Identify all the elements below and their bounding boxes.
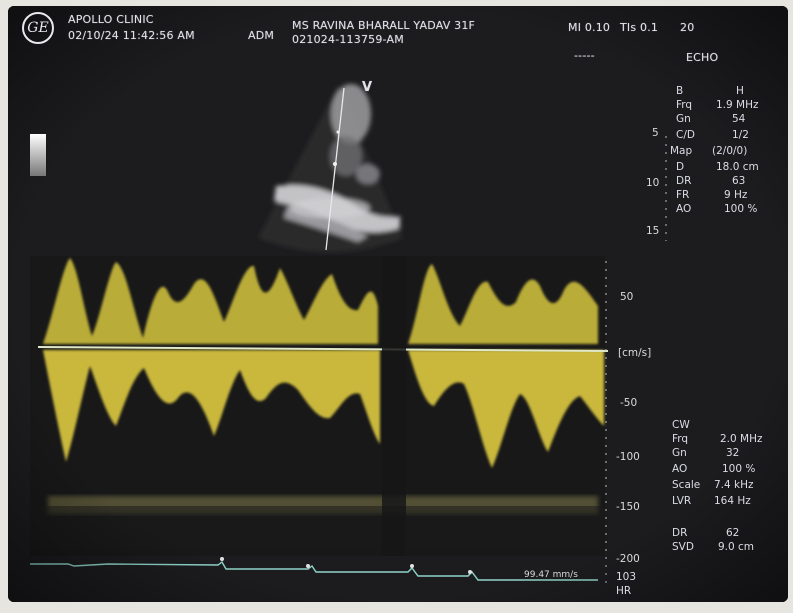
view-marker: V: [362, 80, 373, 95]
param-value: 63: [732, 175, 746, 187]
param-value: 100 %: [724, 203, 758, 215]
operator-label: ADM: [248, 29, 275, 42]
header-dashes: -----: [574, 49, 595, 62]
param-value: 9.0 cm: [718, 541, 755, 553]
frame-number: 20: [680, 21, 695, 34]
velocity-tick-minus-100: -100: [616, 451, 640, 463]
param-label: SVD: [672, 541, 694, 553]
mechanical-index: MI 0.10: [568, 21, 611, 34]
param-label: DR: [672, 527, 688, 539]
param-value: 18.0 cm: [716, 161, 759, 173]
velocity-tick-minus-50: -50: [620, 397, 638, 409]
velocity-tick-minus-150: -150: [616, 501, 640, 513]
param-label: B: [676, 85, 684, 97]
param-value: 1/2: [732, 129, 749, 141]
param-value: 54: [732, 113, 746, 125]
grayscale-bar: [30, 134, 46, 176]
param-label: Scale: [672, 479, 701, 491]
param-value: 164 Hz: [714, 495, 751, 507]
param-label: C/D: [676, 129, 695, 141]
mode-label: ECHO: [686, 51, 719, 64]
param-value: 7.4 kHz: [714, 479, 754, 491]
sweep-speed-readout: 99.47 mm/s: [524, 570, 578, 580]
velocity-tick-minus-200: -200: [616, 553, 640, 565]
param-label: DR: [676, 175, 692, 187]
param-value: 32: [726, 447, 740, 459]
thermal-index: TIs 0.1: [620, 21, 659, 34]
depth-tick-10: 10: [646, 177, 660, 189]
param-label: Frq: [672, 433, 689, 445]
param-value: 1.9 MHz: [716, 99, 759, 111]
param-label: Gn: [672, 447, 687, 459]
param-value: 2.0 MHz: [720, 433, 763, 445]
patient-name: MS RAVINA BHARALL YADAV 31F: [292, 19, 476, 32]
ultrasound-scene: [8, 6, 788, 602]
clinic-name: APOLLO CLINIC: [68, 13, 154, 26]
ge-logo: GE: [22, 12, 54, 44]
depth-tick-15: 15: [646, 225, 660, 237]
exam-id: 021024-113759-AM: [292, 33, 404, 46]
heart-rate-value: 103: [616, 571, 637, 583]
param-label: Gn: [676, 113, 691, 125]
ultrasound-photo: GE APOLLO CLINIC 02/10/24 11:42:56 AM AD…: [8, 6, 788, 602]
param-label: Frq: [676, 99, 693, 111]
param-label: AO: [676, 203, 692, 215]
param-value: (2/0/0): [712, 145, 748, 157]
velocity-tick-50: 50: [620, 291, 634, 303]
param-value: 9 Hz: [724, 189, 748, 201]
param-label: D: [676, 161, 685, 173]
depth-tick-5: 5: [652, 127, 659, 139]
heart-rate-label: HR: [616, 585, 632, 597]
param-label: Map: [670, 145, 693, 157]
param-label: CW: [672, 419, 690, 431]
exam-datetime: 02/10/24 11:42:56 AM: [68, 29, 195, 42]
param-value: 100 %: [722, 463, 756, 475]
param-label: LVR: [672, 495, 692, 507]
velocity-unit: [cm/s]: [618, 347, 652, 359]
param-label: FR: [676, 189, 690, 201]
param-value: 62: [726, 527, 740, 539]
param-label: AO: [672, 463, 688, 475]
param-value: H: [736, 85, 744, 97]
